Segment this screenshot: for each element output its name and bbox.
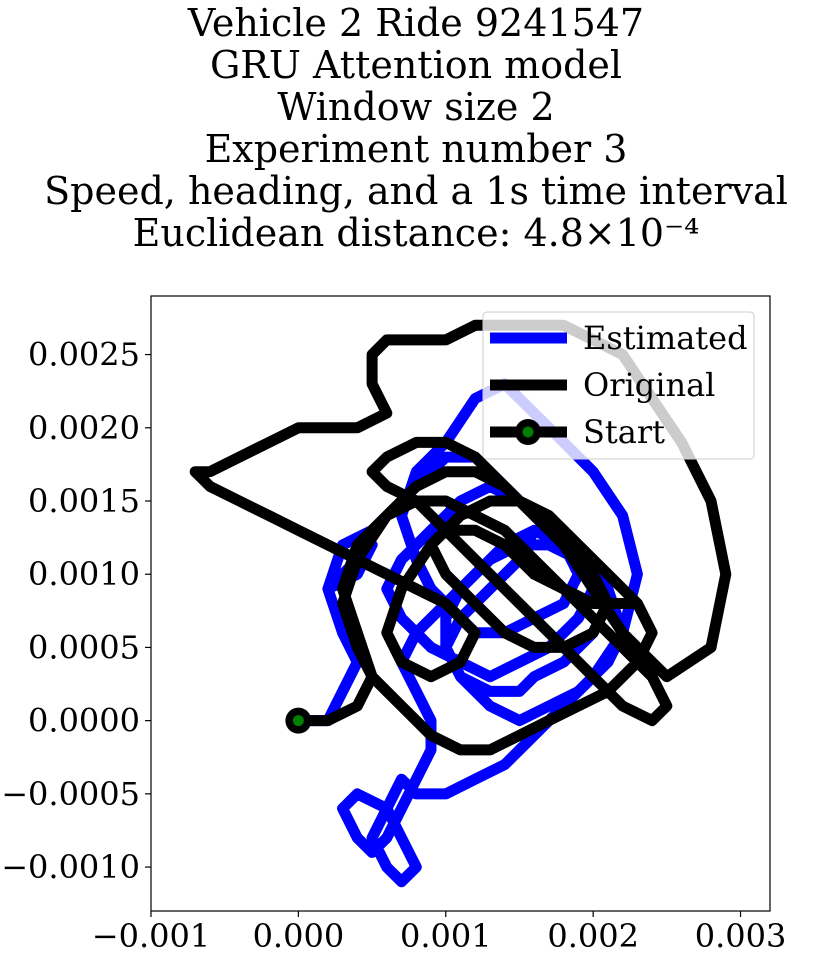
title-line: Experiment number 3: [205, 127, 628, 171]
y-tick-label: 0.0010: [28, 555, 140, 593]
title-line: Speed, heading, and a 1s time interval: [44, 169, 788, 213]
y-tick-label: 0.0020: [28, 409, 140, 447]
y-axis: −0.0010 −0.0005 0.0000 0.0005 0.0010 0.0015 0.…: [1, 336, 151, 886]
plot-frame: [150, 295, 771, 912]
x-tick-label: 0.003: [695, 917, 787, 955]
y-tick-label: 0.0025: [28, 336, 140, 374]
x-tick-label: 0.000: [253, 917, 345, 955]
title-line: Euclidean distance: 4.8×10⁻⁴: [133, 211, 700, 255]
start-marker-group: [285, 707, 312, 734]
title-line: Window size 2: [277, 85, 554, 129]
start-marker-center: [292, 715, 304, 727]
legend-box: [482, 311, 755, 460]
y-tick-label: −0.0005: [1, 775, 140, 813]
legend-label-estimated: Estimated: [583, 319, 748, 357]
y-tick-label: −0.0010: [1, 848, 140, 886]
legend: Estimated Original Start: [482, 311, 755, 460]
title-line: GRU Attention model: [210, 43, 622, 87]
y-tick-label: 0.0015: [28, 482, 140, 520]
y-tick-label: 0.0005: [28, 628, 140, 666]
x-tick-label: 0.001: [400, 917, 492, 955]
title-line: Vehicle 2 Ride 9241547: [187, 1, 644, 45]
y-tick-label: 0.0000: [28, 702, 140, 740]
x-tick-label: 0.002: [547, 917, 639, 955]
legend-start-marker-center: [522, 426, 534, 438]
legend-label-original: Original: [583, 366, 715, 404]
x-axis: −0.001 0.000 0.001 0.002 0.003: [92, 911, 787, 955]
legend-label-start: Start: [583, 413, 665, 451]
x-tick-label: −0.001: [92, 917, 210, 955]
